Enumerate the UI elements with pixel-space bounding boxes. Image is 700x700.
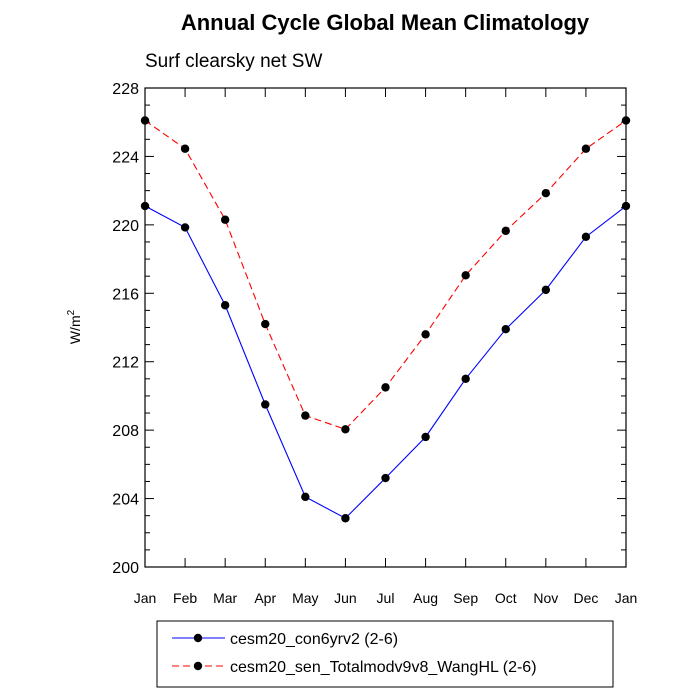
legend-marker <box>193 661 203 671</box>
y-tick-label: 200 <box>112 560 139 577</box>
data-point <box>621 116 631 125</box>
y-tick-label: 204 <box>112 492 139 509</box>
x-tick-label: Apr <box>254 590 276 606</box>
plot-frame <box>144 87 627 568</box>
x-tick-label: Sep <box>453 590 478 606</box>
y-axis-label: W/m2 <box>66 309 83 344</box>
data-point <box>140 116 150 125</box>
y-tick-label: 224 <box>112 149 139 166</box>
y-axis-ticks: 200 204 208 212 216 220 224 228 <box>112 81 626 577</box>
data-point <box>341 514 350 523</box>
x-tick-label: Jan <box>134 590 157 606</box>
y-tick-label: 216 <box>112 286 139 303</box>
data-point <box>140 201 150 211</box>
series-line <box>144 205 627 519</box>
data-point <box>381 473 390 483</box>
data-point <box>461 374 470 384</box>
data-point <box>341 425 350 434</box>
data-point <box>261 400 270 409</box>
data-point <box>501 226 510 236</box>
x-tick-label: Nov <box>533 590 558 606</box>
legend-box <box>156 620 614 688</box>
chart-title: Annual Cycle Global Mean Climatology <box>181 10 590 35</box>
series-line <box>144 120 627 430</box>
x-axis-ticks: Jan Feb Mar Apr May Jun Jul Aug Sep Oct Nov Dec Jan <box>134 88 638 606</box>
data-point <box>621 201 631 211</box>
data-point <box>220 301 230 310</box>
data-point <box>421 330 430 339</box>
legend-marker <box>193 633 203 643</box>
data-point <box>301 411 310 420</box>
data-point <box>180 223 190 232</box>
x-tick-label: Feb <box>173 590 197 606</box>
legend-label: cesm20_sen_Totalmodv9v8_WangHL (2-6) <box>230 659 537 676</box>
data-point <box>180 144 190 153</box>
plot-series <box>140 116 631 523</box>
chart-subtitle: Surf clearsky net SW <box>145 51 322 72</box>
x-tick-label: Jan <box>615 590 638 606</box>
data-point <box>541 285 551 295</box>
legend: cesm20_con6yrv2 (2-6) cesm20_sen_Totalmod… <box>156 620 614 688</box>
x-tick-label: Aug <box>413 590 438 606</box>
legend-label: cesm20_con6yrv2 (2-6) <box>230 631 398 648</box>
data-point <box>501 325 510 334</box>
y-tick-label: 208 <box>112 423 139 440</box>
data-point <box>581 144 591 153</box>
data-point <box>541 189 551 198</box>
data-point <box>421 432 430 442</box>
data-point <box>220 215 230 224</box>
y-axis-label-exponent: 2 <box>66 309 77 315</box>
data-point <box>301 492 310 502</box>
x-tick-label: Jul <box>377 590 395 606</box>
y-tick-label: 220 <box>112 218 139 235</box>
x-tick-label: Dec <box>573 590 598 606</box>
axes <box>144 87 627 568</box>
y-axis-label-unit: W/m <box>67 315 83 344</box>
data-point <box>381 383 390 392</box>
x-tick-label: Mar <box>213 590 237 606</box>
y-tick-label: 228 <box>112 81 139 98</box>
x-tick-label: Oct <box>495 590 517 606</box>
data-point <box>461 271 470 280</box>
x-tick-label: Jun <box>334 590 357 606</box>
data-point <box>581 232 591 242</box>
y-tick-label: 212 <box>112 355 139 372</box>
data-point <box>261 319 270 329</box>
x-tick-label: May <box>292 590 318 606</box>
